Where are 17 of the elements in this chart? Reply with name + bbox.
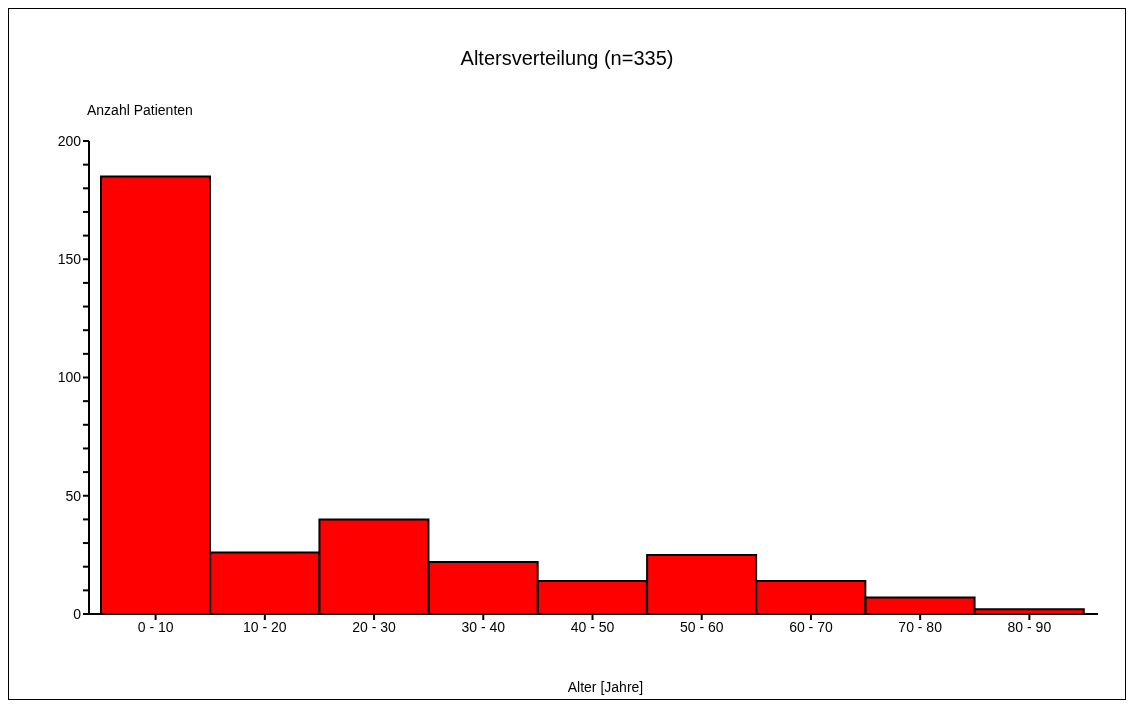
x-tick-label: 0 - 10 xyxy=(137,618,174,635)
x-tick-label: 40 - 50 xyxy=(570,618,615,635)
y-tick-label: 200 xyxy=(57,132,82,149)
x-axis-title: Alter [Jahre] xyxy=(566,679,645,695)
x-tick-label: 10 - 20 xyxy=(243,618,287,635)
x-tick-label: 60 - 70 xyxy=(789,618,833,635)
y-tick-label: 0 xyxy=(73,605,82,622)
chart-title: Altersverteilung (n=335) xyxy=(459,47,675,70)
x-tick-label: 50 - 60 xyxy=(679,618,724,635)
y-tick-label: 100 xyxy=(57,369,82,386)
x-tick-label: 80 - 90 xyxy=(1007,618,1052,635)
x-tick-label: 70 - 80 xyxy=(898,618,943,635)
x-tick-label: 30 - 40 xyxy=(461,618,506,635)
y-tick-label: 50 xyxy=(65,487,82,504)
x-tick-label: 20 - 30 xyxy=(352,618,397,635)
y-tick-label: 150 xyxy=(57,251,82,268)
y-axis-title: Anzahl Patienten xyxy=(87,102,193,118)
